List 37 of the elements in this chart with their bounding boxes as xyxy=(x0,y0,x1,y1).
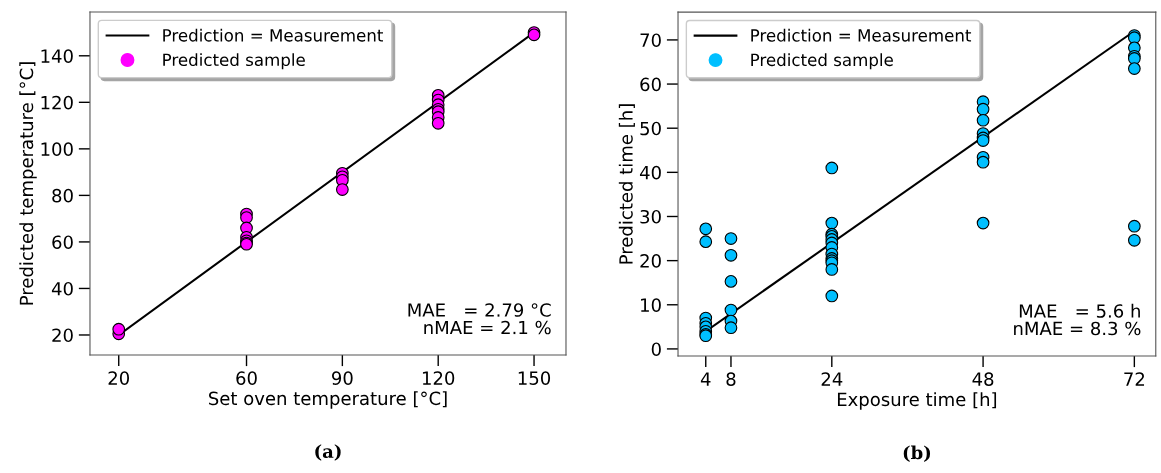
legend-label: Predicted sample xyxy=(163,53,305,70)
y-axis-title: Predicted time [h] xyxy=(618,104,635,264)
x-tick-label: 20 xyxy=(108,371,130,385)
y-tick-label: 60 xyxy=(52,235,73,250)
annotation: MAE = 5.6 h nMAE = 8.3 % xyxy=(1014,303,1141,336)
y-tick-label: 60 xyxy=(640,77,661,92)
text: (b) xyxy=(903,445,931,462)
y-tick-label: 80 xyxy=(52,188,73,203)
y-tick-label: 10 xyxy=(641,298,661,312)
legend-label: Predicted sample xyxy=(751,53,893,70)
y-tick-label: 40 xyxy=(51,281,73,296)
legend-label: Prediction = Measurement xyxy=(751,28,972,42)
annotation: MAE = 2.79 °C nMAE = 2.1 % xyxy=(408,303,551,335)
x-tick-label: 24 xyxy=(821,372,843,386)
x-tick-label: 8 xyxy=(726,372,736,386)
x-tick-label: 120 xyxy=(422,371,455,385)
x-tick-label: 60 xyxy=(236,371,257,385)
y-tick-label: 20 xyxy=(52,328,73,343)
y-tick-label: 30 xyxy=(640,209,661,224)
y-tick-label: 0 xyxy=(651,342,661,357)
x-tick-label: 90 xyxy=(332,371,353,385)
x-tick-label: 48 xyxy=(972,372,994,386)
x-tick-label: 150 xyxy=(518,371,551,385)
y-tick-label: 70 xyxy=(640,33,661,48)
y-tick-label: 100 xyxy=(41,142,73,156)
y-tick-label: 140 xyxy=(41,49,73,63)
y-tick-label: 40 xyxy=(639,165,661,180)
y-tick-label: 50 xyxy=(640,121,661,136)
x-tick-label: 4 xyxy=(700,372,711,386)
y-axis-title: Predicted temperature [°C] xyxy=(19,62,37,305)
x-axis-title: Exposure time [h] xyxy=(837,392,997,410)
legend-label: Prediction = Measurement xyxy=(163,28,384,42)
y-tick-label: 20 xyxy=(640,254,661,268)
x-axis-title: Set oven temperature [°C] xyxy=(208,391,447,409)
y-tick-label: 120 xyxy=(41,95,73,110)
x-tick-label: 72 xyxy=(1124,372,1145,386)
text: (a) xyxy=(315,444,341,461)
